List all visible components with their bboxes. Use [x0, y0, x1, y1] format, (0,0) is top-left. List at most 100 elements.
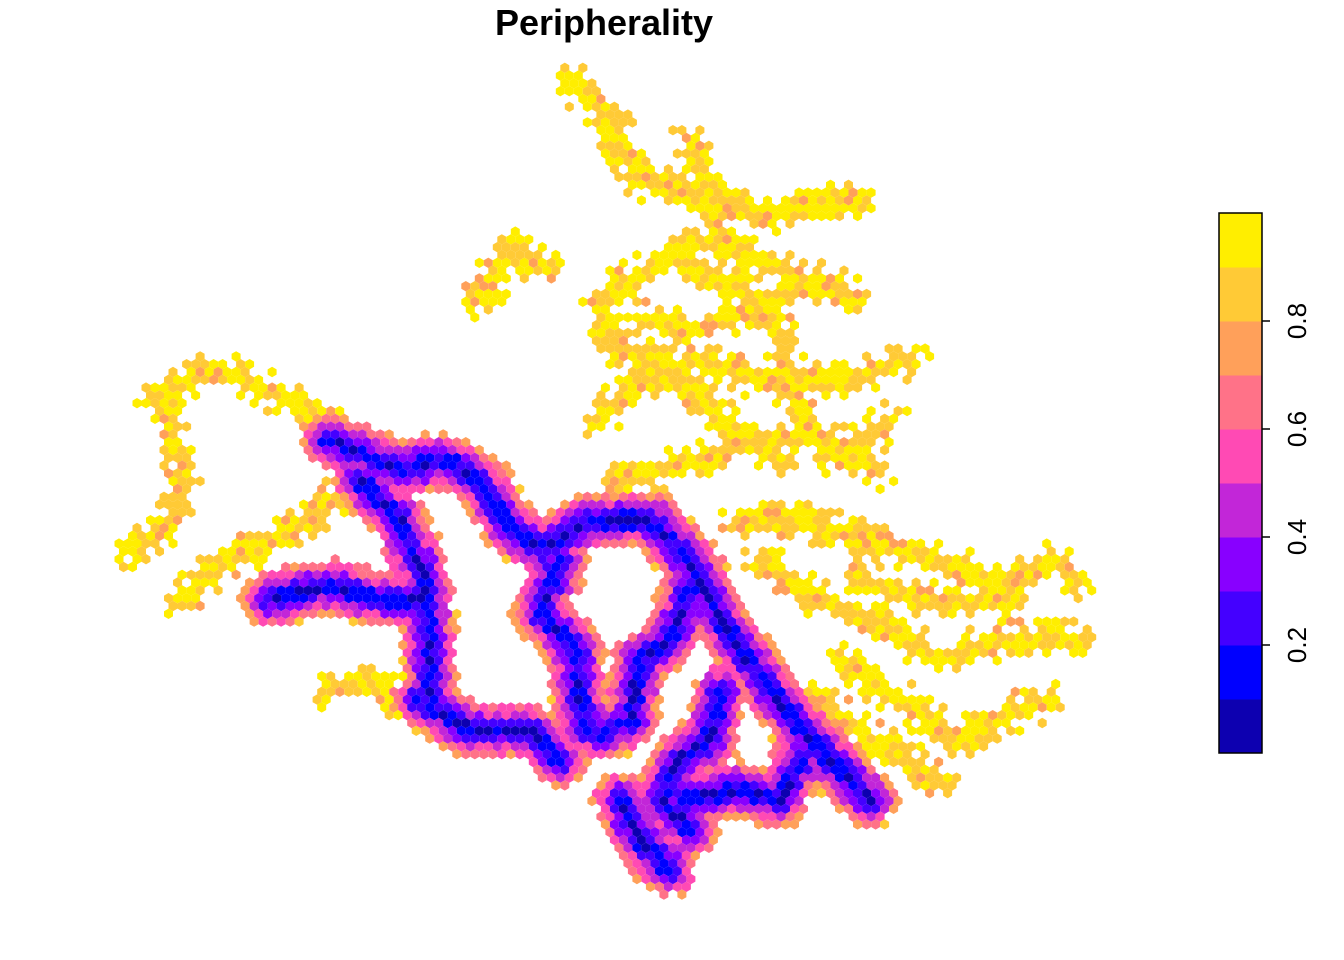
hex-cell-2943: [875, 749, 885, 760]
hex-cell-1107: [159, 491, 169, 502]
hex-cell-2153: [727, 632, 736, 643]
hex-cell-39: [609, 132, 619, 144]
hex-cell-2869: [627, 741, 637, 752]
hex-cell-2567: [479, 702, 489, 713]
hex-cell-1281: [749, 515, 759, 526]
hex-cell-336: [731, 281, 741, 292]
hex-cell-2359: [326, 671, 336, 682]
hex-cell-1562: [853, 554, 863, 565]
hex-cell-507: [699, 351, 709, 362]
hex-cell-2855: [501, 741, 511, 752]
hex-cell-2204: [731, 639, 741, 651]
hex-cell-3068: [623, 780, 633, 791]
hex-cell-535: [686, 359, 696, 370]
hex-cell-576: [763, 366, 772, 378]
hex-cell-1803: [555, 585, 565, 596]
hex-cell-3077: [704, 780, 714, 791]
hex-cell-2746: [519, 725, 529, 736]
hex-cell-1173: [632, 499, 642, 510]
hex-cell-310: [708, 273, 718, 284]
hex-cell-401: [654, 304, 664, 315]
hex-cell-2629: [510, 710, 520, 721]
hex-cell-276: [605, 265, 615, 276]
hex-cell-2060: [672, 616, 682, 627]
hex-cell-50: [600, 148, 610, 159]
hex-cell-1550: [645, 554, 655, 565]
hex-cell-329: [614, 281, 624, 292]
hex-cell-1409: [114, 538, 124, 549]
hex-cell-2775: [835, 725, 844, 736]
hex-cell-684: [632, 390, 642, 401]
hex-cell-3139: [587, 795, 597, 807]
hex-cell-3197: [862, 803, 872, 814]
hex-cell-977: [474, 460, 484, 471]
hex-cell-699: [159, 398, 169, 409]
hex-cell-394: [839, 296, 849, 307]
hex-cell-2778: [862, 725, 872, 736]
hex-cell-1819: [808, 585, 817, 596]
hex-cell-969: [402, 460, 412, 471]
hex-cell-3030: [645, 772, 655, 783]
hex-cell-2475: [695, 686, 705, 697]
hex-cell-2368: [416, 671, 426, 682]
hex-cell-1068: [501, 476, 511, 487]
hex-cell-1689: [943, 569, 953, 580]
hex-cell-1517: [929, 546, 939, 557]
hex-cell-928: [398, 452, 408, 463]
hex-cell-611: [686, 374, 696, 385]
hex-cell-810: [375, 429, 385, 440]
hex-cell-29: [609, 117, 619, 128]
hex-cell-1414: [168, 538, 178, 549]
hex-cell-3289: [645, 850, 655, 861]
hex-cell-1456: [817, 538, 826, 549]
hex-cell-1064: [465, 476, 475, 487]
hex-cell-618: [767, 374, 777, 385]
hex-cell-652: [690, 382, 700, 393]
hex-cell-2019: [839, 608, 849, 619]
hex-cell-2263: [907, 647, 917, 658]
hex-cell-1111: [321, 491, 331, 502]
hex-cell-1263: [551, 515, 561, 526]
hex-cell-169: [754, 210, 763, 222]
hex-cell-3019: [929, 764, 939, 775]
hex-cell-1578: [128, 561, 137, 573]
hex-cell-804: [321, 429, 331, 440]
hex-cell-372: [862, 288, 872, 300]
hex-cell-1309: [483, 522, 493, 534]
hex-cell-1876: [659, 593, 669, 604]
hex-cell-3211: [686, 811, 696, 822]
hex-cell-3064: [560, 780, 570, 791]
hex-cell-274: [542, 265, 552, 276]
hex-cell-437: [645, 320, 655, 331]
hex-cell-2178: [398, 639, 408, 651]
hex-cell-1444: [618, 538, 628, 549]
hex-cell-1665: [429, 569, 439, 580]
hex-cell-2463: [551, 686, 561, 697]
hex-cell-3196: [853, 803, 863, 814]
hex-cell-2581: [614, 702, 624, 713]
hex-cell-1551: [654, 554, 664, 565]
hex-cell-874: [177, 444, 187, 456]
hex-cell-135: [808, 195, 817, 206]
hex-cell-2997: [704, 764, 714, 775]
hex-cell-2727: [938, 717, 948, 729]
hex-cell-224: [515, 249, 525, 261]
hex-cell-2116: [884, 624, 894, 635]
hex-cell-223: [506, 249, 516, 261]
hex-cell-790: [776, 421, 786, 432]
hex-cell-1266: [578, 515, 588, 526]
hex-cell-3081: [740, 780, 750, 791]
hex-cell-1651: [303, 569, 313, 580]
hex-cell-752: [294, 413, 304, 424]
hex-cell-110: [740, 187, 750, 198]
hex-cell-1480: [389, 546, 399, 557]
hex-cell-3004: [767, 764, 777, 775]
hex-cell-2748: [537, 725, 547, 736]
hex-cell-1150: [362, 499, 372, 510]
hex-cell-2914: [569, 749, 579, 760]
hex-cell-181: [713, 218, 723, 229]
hex-cell-1715: [308, 577, 318, 588]
hex-cell-1910: [195, 600, 205, 612]
hex-cell-1492: [551, 546, 561, 557]
hex-cell-2518: [591, 694, 601, 705]
